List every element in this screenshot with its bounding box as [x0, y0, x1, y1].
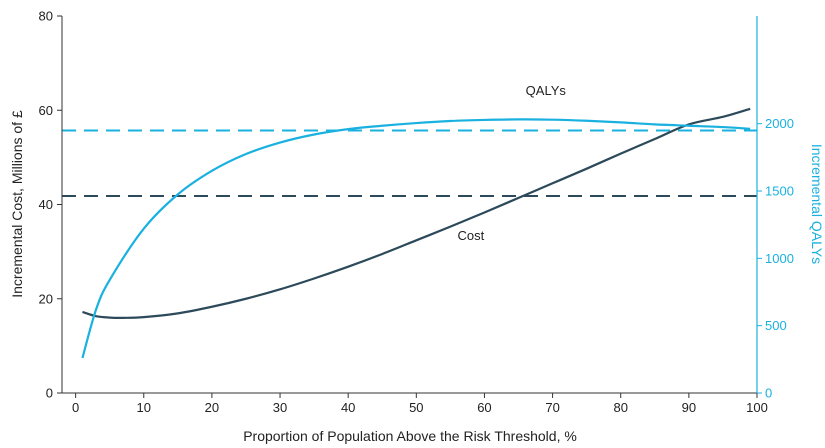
x-tick-label: 90 [682, 400, 696, 415]
axes: 0 10 20 30 40 50 60 70 80 90 100020406080050010001… [39, 9, 794, 416]
y-left-tick-label: 20 [39, 291, 53, 306]
series-line-qalys [81, 118, 751, 359]
x-tick-label: 60 [477, 400, 491, 415]
y-left-tick-label: 40 [39, 197, 53, 212]
x-tick-label: 0 [72, 400, 79, 415]
y-left-tick-label: 0 [46, 386, 53, 401]
x-tick-label: 80 [613, 400, 627, 415]
y-right-tick-label: 2000 [765, 116, 794, 131]
series-line-cost [82, 107, 751, 319]
x-tick-label: 40 [341, 400, 355, 415]
series-lines [81, 107, 751, 359]
y-axis-left-title: Incremental Cost, Millions of £ [9, 110, 25, 298]
y-left-tick-label: 60 [39, 103, 53, 118]
reference-lines [62, 129, 757, 198]
annotation-cost: Cost [457, 228, 484, 243]
annotation-qalys: QALYs [526, 83, 567, 98]
x-tick-label: 10 [137, 400, 151, 415]
x-tick-label: 30 [273, 400, 287, 415]
x-tick-label: 100 [746, 400, 768, 415]
x-tick-label: 70 [545, 400, 559, 415]
y-right-tick-label: 0 [765, 386, 772, 401]
x-tick-label: 50 [409, 400, 423, 415]
y-right-tick-label: 500 [765, 318, 787, 333]
x-tick-label: 20 [205, 400, 219, 415]
y-right-tick-label: 1000 [765, 251, 794, 266]
y-right-tick-label: 1500 [765, 184, 794, 199]
y-left-tick-label: 80 [39, 9, 53, 24]
y-axis-right-title: Incremental QALYs [809, 144, 825, 264]
annotations: QALYs Cost [457, 83, 566, 243]
x-axis-title: Proportion of Population Above the Risk … [243, 428, 577, 444]
